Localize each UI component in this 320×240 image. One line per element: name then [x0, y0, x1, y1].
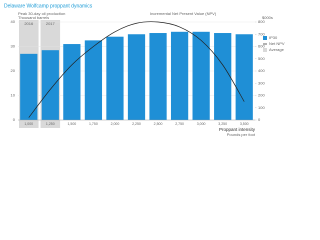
x-tick-label: 1,000: [24, 122, 33, 126]
y2-tick-label: 300: [258, 80, 265, 85]
chart: Delaware Wolfcamp proppant dynamics Peak…: [4, 3, 285, 137]
y-tick-label: 0: [13, 117, 16, 122]
x-axis-units: Pounds per foot: [227, 132, 256, 137]
bar: [127, 34, 146, 120]
x-axis-title: Proppant intensity: [219, 127, 256, 132]
y2-tick-label: 100: [258, 105, 265, 110]
legend-label: Net NPV: [269, 41, 285, 46]
y2-tick-label: 0: [258, 117, 261, 122]
legend-label: Average: [269, 47, 285, 52]
y-tick-label: 40: [11, 19, 16, 24]
bar: [214, 33, 232, 120]
bar: [63, 44, 81, 120]
x-tick-label: 1,750: [89, 122, 98, 126]
x-tick-label: 2,750: [175, 122, 184, 126]
x-tick-label: 3,000: [197, 122, 206, 126]
highlight-label: 2016: [24, 21, 34, 26]
chart-title: Delaware Wolfcamp proppant dynamics: [4, 3, 93, 9]
y-axis-title: Peak 30-day oil production: [18, 11, 65, 16]
bar: [84, 40, 103, 120]
npv-line: [28, 21, 245, 118]
legend-label: IP30: [269, 35, 278, 40]
y2-axis-title: Incremental Net Present Value (NPV): [150, 11, 217, 16]
legend-swatch: [263, 36, 267, 40]
bar: [149, 33, 167, 120]
bar: [41, 50, 59, 120]
y-tick-label: 20: [11, 68, 16, 73]
bar: [235, 34, 253, 120]
y2-tick-label: 800: [258, 19, 265, 24]
y2-tick-label: 500: [258, 56, 265, 61]
y-tick-label: 10: [11, 93, 16, 98]
bar: [106, 36, 124, 121]
y-tick-label: 30: [11, 44, 16, 49]
x-tick-label: 1,500: [67, 122, 76, 126]
y2-tick-label: 600: [258, 44, 265, 49]
y2-tick-label: 700: [258, 31, 265, 36]
y2-tick-label: 400: [258, 68, 265, 73]
x-tick-label: 2,250: [132, 122, 141, 126]
highlight-label: 2017: [46, 21, 56, 26]
x-tick-label: 3,500: [240, 122, 249, 126]
x-tick-label: 2,000: [111, 122, 120, 126]
legend-swatch: [263, 48, 267, 52]
bar: [192, 31, 210, 120]
y-axis-units: Thousand barrels: [18, 15, 49, 20]
x-tick-label: 2,500: [154, 122, 163, 126]
bar: [20, 53, 38, 120]
bar: [170, 31, 189, 120]
x-tick-label: 3,250: [218, 122, 227, 126]
x-tick-label: 1,250: [46, 122, 55, 126]
y2-axis-units: $000s: [262, 15, 273, 20]
y2-tick-label: 200: [258, 93, 265, 98]
